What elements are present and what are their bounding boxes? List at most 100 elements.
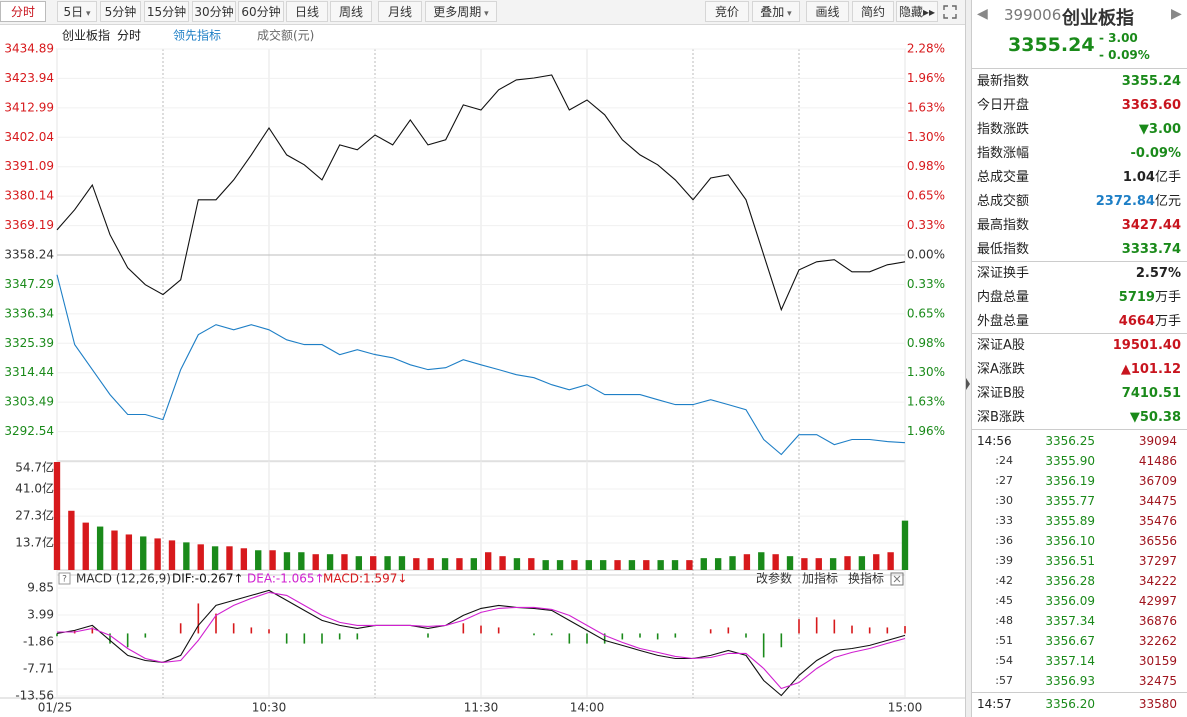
- volume-bar: [513, 558, 521, 570]
- volume-bar: [671, 560, 679, 570]
- toolbar-button[interactable]: 周线: [330, 1, 372, 22]
- stat-number: ▼50.38: [1129, 410, 1181, 425]
- indicator-action[interactable]: 换指标: [848, 571, 884, 586]
- collapse-arrow[interactable]: [966, 374, 971, 394]
- toolbar-button[interactable]: 日线: [286, 1, 328, 22]
- x-tick-label: 11:30: [464, 701, 499, 715]
- tick-time: 14:57: [977, 697, 1012, 711]
- macd-bar: [586, 633, 588, 644]
- toolbar-button[interactable]: 30分钟: [192, 1, 236, 22]
- prev-arrow[interactable]: ◀: [977, 6, 988, 22]
- toolbar-button[interactable]: 60分钟: [238, 1, 284, 22]
- macd-bar: [91, 627, 94, 634]
- legend-entry: 分时: [117, 29, 141, 43]
- y2-tick-label: 1.96%: [907, 424, 945, 438]
- stat-unit: 亿元: [1154, 194, 1181, 209]
- tick-row: :54 3357.14 30159: [971, 651, 1187, 671]
- y2-tick-label: 1.63%: [907, 100, 945, 114]
- stat-number: 4664: [1118, 314, 1155, 329]
- toolbar-button[interactable]: 画线: [806, 1, 849, 22]
- volume-bar: [413, 558, 420, 570]
- tick-row: :57 3356.93 32475: [971, 671, 1187, 691]
- y-tick-label: 3358.24: [4, 248, 54, 262]
- stat-value: ▼3.00: [1139, 118, 1181, 142]
- macd-bar: [904, 626, 906, 634]
- volume-bar: [844, 556, 851, 570]
- toolbar-button[interactable]: 分时: [0, 1, 46, 22]
- toolbar-button[interactable]: 简约: [852, 1, 894, 22]
- macd-bar: [144, 633, 147, 638]
- volume-bar: [470, 558, 477, 570]
- toolbar-button[interactable]: 更多周期: [425, 1, 497, 22]
- stat-row: 深证换手 2.57%: [971, 262, 1187, 286]
- y-tick-label: 3412.99: [4, 100, 54, 114]
- stat-value: 7410.51: [1122, 382, 1181, 406]
- volume-bar: [168, 540, 176, 570]
- macd-line: [57, 591, 906, 690]
- tick-price: 3356.19: [1045, 474, 1095, 488]
- macd-bar: [109, 633, 111, 644]
- toolbar-button[interactable]: 竞价: [705, 1, 749, 22]
- indicator-action[interactable]: 改参数: [756, 571, 792, 586]
- fullscreen-icon[interactable]: [942, 4, 958, 20]
- volume-bar: [743, 554, 751, 570]
- volume-bar: [384, 556, 391, 570]
- tick-price: 3356.10: [1045, 534, 1095, 548]
- stat-row: 深证A股 19501.40: [971, 334, 1187, 358]
- volume-bar: [226, 546, 233, 570]
- toolbar-button[interactable]: 15分钟: [144, 1, 189, 22]
- stat-number: 3427.44: [1121, 218, 1181, 233]
- volume-bar: [140, 536, 147, 570]
- stat-number: 2372.84: [1095, 194, 1155, 209]
- macd-line: [56, 589, 906, 697]
- next-arrow[interactable]: ▶: [1171, 6, 1182, 22]
- volume-bar: [255, 550, 262, 570]
- price-line: [56, 74, 906, 312]
- stat-row: 指数涨跌 ▼3.00: [971, 118, 1187, 142]
- volume-bar: [801, 558, 808, 570]
- legend-entry: 领先指标: [173, 28, 221, 43]
- macd-bar: [833, 619, 836, 634]
- toolbar-button[interactable]: 月线: [378, 1, 422, 22]
- toolbar-button[interactable]: 叠加: [752, 1, 800, 22]
- stat-label: 深证A股: [977, 338, 1025, 353]
- volume-bar: [901, 520, 909, 570]
- toolbar-button[interactable]: 5分钟: [100, 1, 141, 22]
- volume-bar: [758, 552, 765, 570]
- macd-bar: [815, 617, 818, 634]
- close-button[interactable]: [890, 572, 904, 586]
- price-line: [56, 274, 906, 456]
- panel-divider[interactable]: [965, 0, 972, 717]
- toolbar-button[interactable]: 隐藏▸▸: [896, 1, 938, 22]
- indicator-value: MACD:1.597↓: [323, 572, 407, 586]
- stat-value: ▼50.38: [1130, 406, 1181, 430]
- volume-bar: [312, 554, 319, 570]
- y-tick-label: 27.3亿: [15, 508, 54, 523]
- stat-label: 总成交量: [977, 170, 1030, 185]
- stat-unit: 亿手: [1154, 170, 1181, 185]
- stat-row: 总成交额 2372.84亿元: [971, 190, 1187, 214]
- volume-bar: [427, 558, 434, 570]
- stat-row: 今日开盘 3363.60: [971, 94, 1187, 118]
- stat-value: 4664万手: [1119, 310, 1181, 334]
- tick-price: 3355.89: [1045, 514, 1095, 528]
- volume-bar: [499, 556, 506, 570]
- toolbar-button[interactable]: 5日: [57, 1, 97, 22]
- x-tick-label: 14:00: [570, 701, 605, 715]
- separator: [971, 261, 1187, 262]
- tick-volume: 39094: [1138, 434, 1177, 448]
- stat-value: 2372.84亿元: [1096, 190, 1181, 214]
- macd-bar: [674, 633, 677, 638]
- stat-row: 最高指数 3427.44: [971, 214, 1187, 238]
- macd-bar: [356, 633, 359, 640]
- indicator-name: MACD (12,26,9): [76, 572, 171, 586]
- x-tick-label: 15:00: [888, 701, 923, 715]
- stat-number: 19501.40: [1112, 338, 1181, 353]
- volume-bar: [197, 544, 204, 570]
- macd-bar: [550, 633, 553, 636]
- tick-row: :36 3356.10 36556: [971, 531, 1187, 551]
- stat-label: 深B涨跌: [977, 410, 1025, 425]
- indicator-action[interactable]: 加指标: [802, 571, 838, 586]
- price-change-pct: - 0.09%: [1099, 48, 1150, 62]
- tick-row: :33 3355.89 35476: [971, 511, 1187, 531]
